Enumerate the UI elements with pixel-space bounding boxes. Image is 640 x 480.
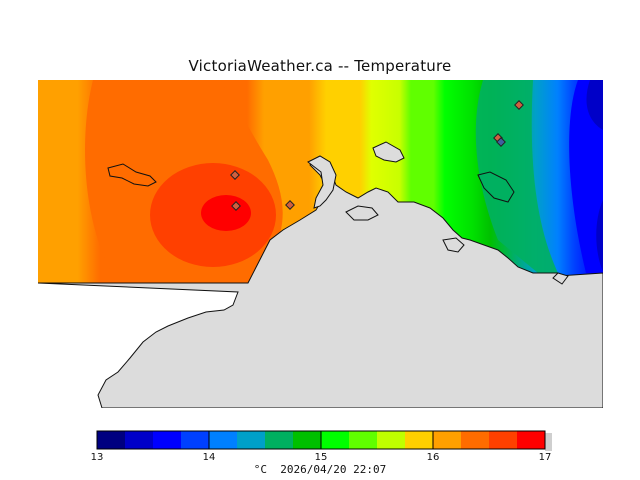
colorbar-tick-label: 17 — [539, 452, 552, 460]
temperature-field — [38, 80, 603, 283]
colorbar-tick-label: 16 — [427, 452, 440, 460]
land — [38, 141, 603, 408]
colorbar-tick-label: 15 — [315, 452, 328, 460]
colorbar-caption: °C 2026/04/20 22:07 — [253, 463, 387, 476]
island-north — [372, 141, 405, 163]
colorbar-cell — [181, 431, 210, 449]
colorbar-tick-label: 14 — [203, 452, 216, 460]
colorbar-cell — [489, 431, 518, 449]
colorbar-cell — [405, 431, 434, 449]
weather-stations — [230, 100, 524, 211]
map-title: VictoriaWeather.ca -- Temperature — [188, 57, 452, 75]
station-marker — [496, 137, 506, 147]
colorbar-cell — [237, 431, 266, 449]
colder-zone-south — [596, 200, 603, 272]
colorbar-ticks: 13 14 15 16 17 — [91, 431, 552, 460]
colorbar-cell — [461, 431, 490, 449]
colorbar-tick-label: 13 — [91, 452, 104, 460]
colorbar-cell — [265, 431, 294, 449]
colorbar-cell — [125, 431, 154, 449]
cool-zone — [475, 80, 558, 273]
island-south — [345, 205, 379, 221]
station-marker — [230, 170, 240, 180]
colorbar-cell — [153, 431, 182, 449]
colorbar-cell — [293, 431, 322, 449]
colorbar-cell — [349, 431, 378, 449]
island-east — [442, 237, 465, 253]
station-marker — [514, 100, 524, 110]
coastline-point — [552, 272, 569, 285]
peninsula — [307, 155, 337, 209]
colorbar-cell — [97, 431, 126, 449]
colorbar-cells — [96, 430, 552, 451]
colorbar-cell — [209, 431, 238, 449]
colorbar-cell — [377, 431, 406, 449]
station-marker — [231, 201, 241, 211]
hottest-zone — [201, 195, 251, 231]
island-outline-west — [107, 163, 157, 187]
colorbar-cell — [321, 431, 350, 449]
colorbar-cell — [433, 431, 462, 449]
colder-zone — [586, 80, 603, 130]
station-marker — [285, 200, 295, 210]
coastline-east — [477, 171, 515, 203]
colorbar: 13 14 15 16 17 — [91, 430, 552, 460]
colorbar-shadow — [545, 433, 552, 451]
temperature-map — [38, 80, 603, 408]
cold-zone — [569, 80, 603, 273]
colorbar-cell — [517, 431, 546, 449]
mainland — [38, 157, 603, 408]
